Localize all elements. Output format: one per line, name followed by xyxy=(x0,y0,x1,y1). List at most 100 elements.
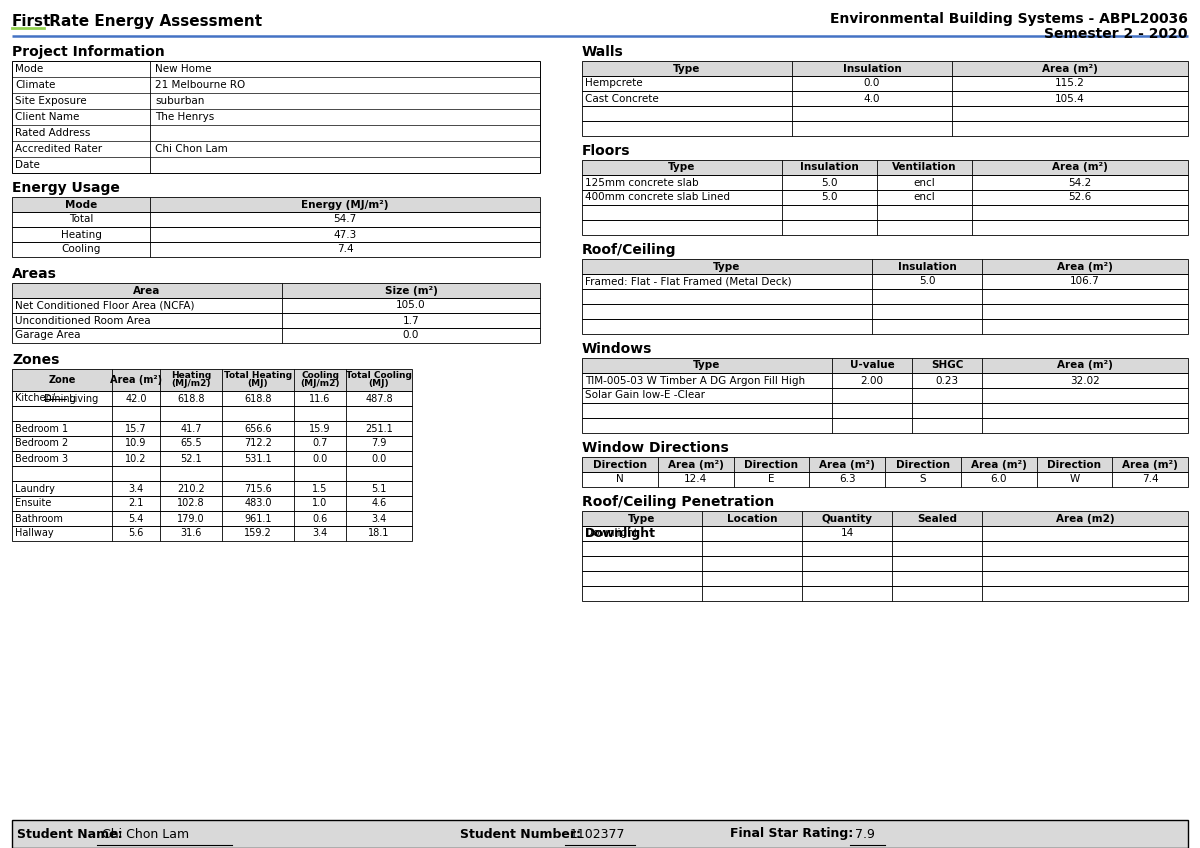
Text: 105.0: 105.0 xyxy=(396,300,426,310)
Text: 0.0: 0.0 xyxy=(403,331,419,341)
Text: Laundry: Laundry xyxy=(14,483,55,494)
Bar xyxy=(582,175,1188,190)
Text: (MJ/m2): (MJ/m2) xyxy=(172,379,211,388)
Bar xyxy=(582,358,1188,373)
Text: Windows: Windows xyxy=(582,342,653,356)
Text: New Home: New Home xyxy=(155,64,211,74)
Text: Areas: Areas xyxy=(12,267,56,281)
Text: 0.6: 0.6 xyxy=(312,514,328,523)
Text: Area (m²): Area (m²) xyxy=(1052,163,1108,172)
Text: Ensuite: Ensuite xyxy=(14,499,52,509)
Text: Rated Address: Rated Address xyxy=(14,128,90,138)
Text: (MJ): (MJ) xyxy=(368,379,389,388)
Bar xyxy=(12,283,540,298)
Text: 0.0: 0.0 xyxy=(371,454,386,464)
Text: Direction: Direction xyxy=(1048,460,1102,470)
Text: Downlight: Downlight xyxy=(586,528,638,538)
Text: Environmental Building Systems - ABPL20036: Environmental Building Systems - ABPL200… xyxy=(830,12,1188,26)
Text: Bathroom: Bathroom xyxy=(14,514,62,523)
Text: Type: Type xyxy=(713,261,740,271)
Text: 5.6: 5.6 xyxy=(128,528,144,538)
Text: 10.9: 10.9 xyxy=(125,438,146,449)
Text: 54.7: 54.7 xyxy=(334,215,356,225)
Text: TIM-005-03 W Timber A DG Argon Fill High: TIM-005-03 W Timber A DG Argon Fill High xyxy=(586,376,805,386)
Text: 618.8: 618.8 xyxy=(245,393,271,404)
Text: 52.6: 52.6 xyxy=(1068,192,1092,203)
Text: 18.1: 18.1 xyxy=(368,528,390,538)
Text: 7.4: 7.4 xyxy=(1142,475,1158,484)
Text: Student Name:: Student Name: xyxy=(17,828,122,840)
Text: 10.2: 10.2 xyxy=(125,454,146,464)
Text: Kitchen/: Kitchen/ xyxy=(14,393,55,404)
Text: Sealed: Sealed xyxy=(917,514,958,523)
Text: 487.8: 487.8 xyxy=(365,393,392,404)
Bar xyxy=(12,466,412,481)
Bar xyxy=(582,160,1188,175)
Text: Semester 2 - 2020: Semester 2 - 2020 xyxy=(1044,27,1188,41)
Text: 32.02: 32.02 xyxy=(1070,376,1100,386)
Text: Climate: Climate xyxy=(14,80,55,90)
Bar xyxy=(582,289,1188,304)
Text: Insulation: Insulation xyxy=(898,261,956,271)
Text: 5.0: 5.0 xyxy=(821,192,838,203)
Bar xyxy=(582,319,1188,334)
Text: 4.6: 4.6 xyxy=(371,499,386,509)
Bar xyxy=(12,369,412,391)
Bar xyxy=(12,436,412,451)
Text: 15.7: 15.7 xyxy=(125,423,146,433)
Text: Area (m²): Area (m²) xyxy=(820,460,875,470)
Bar xyxy=(12,820,1188,848)
Text: 15.9: 15.9 xyxy=(310,423,331,433)
Text: SHGC: SHGC xyxy=(931,360,964,371)
Bar xyxy=(12,820,1188,848)
Text: Area (m²): Area (m²) xyxy=(1042,64,1098,74)
Text: Energy Usage: Energy Usage xyxy=(12,181,120,195)
Text: Chi Chon Lam: Chi Chon Lam xyxy=(102,828,190,840)
Text: Date: Date xyxy=(14,160,40,170)
Text: Zone: Zone xyxy=(48,375,76,385)
Text: Area (m²): Area (m²) xyxy=(1057,360,1112,371)
Bar xyxy=(582,358,1188,373)
Text: Cooling: Cooling xyxy=(61,244,101,254)
Text: 47.3: 47.3 xyxy=(334,230,356,239)
Text: Framed: Flat - Flat Framed (Metal Deck): Framed: Flat - Flat Framed (Metal Deck) xyxy=(586,276,792,287)
Text: Insulation: Insulation xyxy=(842,64,901,74)
Bar xyxy=(582,457,1188,472)
Text: Location: Location xyxy=(727,514,778,523)
Text: 105.4: 105.4 xyxy=(1055,93,1085,103)
Text: 400mm concrete slab Lined: 400mm concrete slab Lined xyxy=(586,192,730,203)
Text: Final Star Rating:: Final Star Rating: xyxy=(730,828,853,840)
Text: Area (m²): Area (m²) xyxy=(1057,261,1112,271)
Text: 483.0: 483.0 xyxy=(245,499,271,509)
Text: Total Heating: Total Heating xyxy=(224,371,292,380)
Text: Direction: Direction xyxy=(744,460,798,470)
Text: The Henrys: The Henrys xyxy=(155,112,215,122)
Text: Area (m²): Area (m²) xyxy=(971,460,1026,470)
Text: 6.0: 6.0 xyxy=(990,475,1007,484)
Text: Hallway: Hallway xyxy=(14,528,54,538)
Text: suburban: suburban xyxy=(155,96,204,106)
Text: 2.00: 2.00 xyxy=(860,376,883,386)
Text: 1.5: 1.5 xyxy=(312,483,328,494)
Text: 106.7: 106.7 xyxy=(1070,276,1100,287)
Bar xyxy=(582,91,1188,106)
Text: Direction: Direction xyxy=(593,460,647,470)
Text: 5.0: 5.0 xyxy=(821,177,838,187)
Text: Walls: Walls xyxy=(582,45,624,59)
Text: W: W xyxy=(1069,475,1080,484)
Text: 1102377: 1102377 xyxy=(570,828,625,840)
Text: U-value: U-value xyxy=(850,360,894,371)
Text: Heating: Heating xyxy=(60,230,102,239)
Bar xyxy=(12,451,412,466)
Bar xyxy=(582,76,1188,91)
Bar xyxy=(12,421,412,436)
Bar xyxy=(582,457,1188,472)
Text: Project Information: Project Information xyxy=(12,45,164,59)
Bar xyxy=(12,212,540,227)
Text: Unconditioned Room Area: Unconditioned Room Area xyxy=(14,315,151,326)
Text: Zones: Zones xyxy=(12,353,59,367)
Text: 41.7: 41.7 xyxy=(180,423,202,433)
Text: 251.1: 251.1 xyxy=(365,423,392,433)
Text: 12.4: 12.4 xyxy=(684,475,707,484)
Text: Rate Energy Assessment: Rate Energy Assessment xyxy=(44,14,262,29)
